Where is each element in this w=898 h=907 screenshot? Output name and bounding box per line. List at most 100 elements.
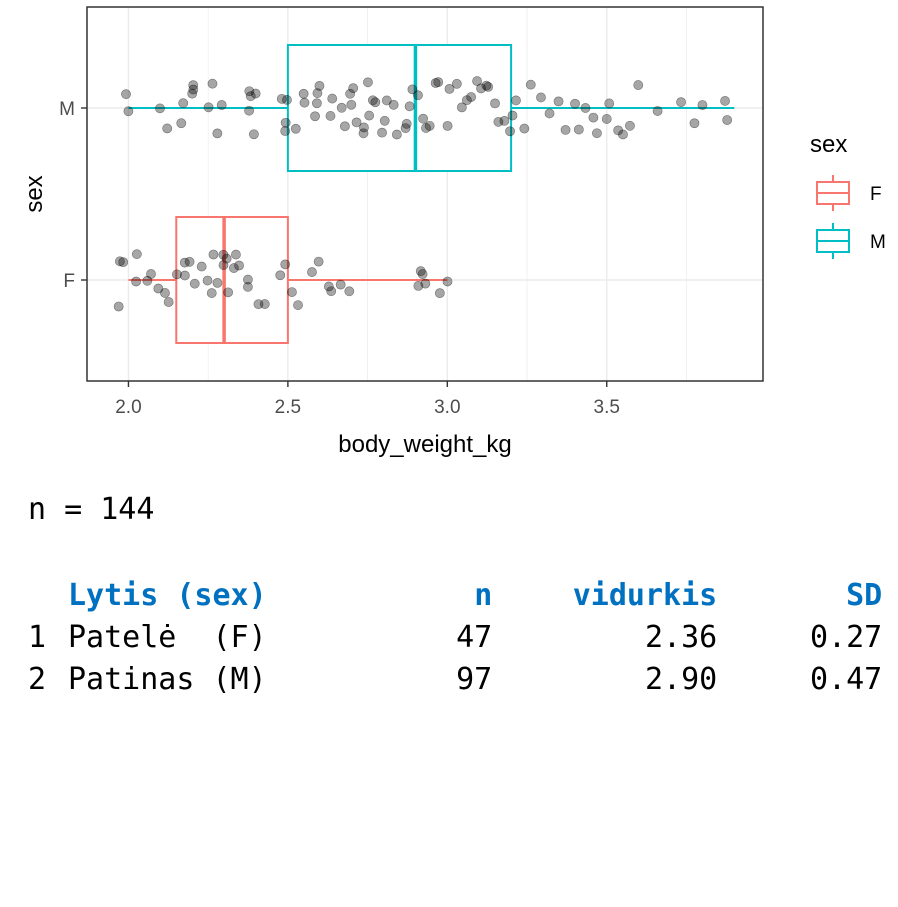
boxes-layer [128,44,735,344]
box-iqr [286,44,513,172]
data-point-f [287,287,297,297]
data-point-f [234,260,244,271]
data-point-m [476,83,486,94]
data-point-m [519,123,530,134]
data-point-m [407,84,418,95]
data-point-f [206,288,217,298]
data-point-m [525,79,536,90]
data-point-m [311,98,322,109]
data-point-m [613,125,624,136]
table-row: 1 Patelė (F) 47 2.36 0.27 [28,620,882,662]
data-point-m [592,128,602,139]
data-point-f [442,276,453,287]
data-point-m [570,98,580,109]
data-point-m [280,126,291,136]
data-point-m [216,100,227,110]
summary-table: Lytis (sex) n vidurkis SD 1 Patelė (F) 4… [28,578,882,704]
data-point-m [536,92,546,103]
data-point-f [223,287,234,298]
data-point-m [466,92,477,102]
data-point-f [212,277,223,288]
data-point-m [364,110,375,121]
data-point-m [244,105,255,116]
data-point-m [176,118,187,129]
data-point-m [327,93,338,104]
data-point-f [179,257,190,268]
data-point-m [178,98,189,109]
data-point-f [259,299,270,309]
data-point-f [335,279,346,290]
data-point-f [196,261,207,272]
data-point-m [325,111,336,121]
data-point-m [505,126,515,137]
data-point-m [553,96,564,107]
data-point-m [379,115,390,126]
data-point-f [142,275,153,286]
row-index: 1 [28,620,47,655]
data-point-m [312,88,323,98]
data-point-m [493,116,504,127]
data-point-f [218,249,229,260]
data-point-f [172,269,182,280]
data-point-m [633,80,644,90]
data-point-m [418,113,429,124]
data-point-m [490,98,500,109]
y-axis-title: sex [21,175,48,212]
data-point-m [314,80,325,91]
data-point-m [625,120,635,131]
data-point-m [248,129,259,140]
data-point-m [404,101,415,112]
data-point-m [250,88,261,99]
data-point-m [456,102,467,113]
row-sd: 0.47 [810,662,883,697]
box-f [128,216,448,344]
data-point-m [245,91,256,102]
table-header-row: Lytis (sex) n vidurkis SD [28,578,882,620]
data-point-m [381,95,392,106]
data-point-f [131,276,142,287]
data-point-f [326,286,337,297]
data-point-m [345,88,356,99]
data-point-m [391,129,402,140]
data-point-f [114,256,125,267]
data-point-m [722,115,733,125]
legend-label: M [870,232,886,253]
data-point-f [160,288,170,298]
data-point-f [113,301,124,312]
y-axis-ticks: MF [59,99,87,292]
data-point-m [351,117,362,128]
data-point-m [461,95,472,106]
box-iqr [175,216,289,344]
data-point-m [280,117,291,128]
data-point-m [676,97,686,108]
data-point-f [420,278,431,289]
data-point-m [720,96,730,106]
data-point-m [451,78,462,89]
data-point-f [231,249,241,260]
data-point-m [652,106,663,116]
data-point-m [203,102,214,113]
data-point-f [218,260,229,270]
data-point-m [359,122,369,133]
data-point-m [346,99,357,110]
data-point-m [367,95,378,106]
data-point-f [313,256,324,267]
data-point-f [307,267,317,277]
data-point-m [573,124,584,135]
x-tick-label: 3.0 [434,397,460,418]
data-point-m [363,77,373,88]
data-point-m [424,120,435,131]
data-point-f [253,299,264,310]
row-mean: 2.90 [645,662,718,697]
data-point-f [189,278,200,289]
legend-key-f: F [816,175,882,211]
header-mean: vidurkis [572,578,718,613]
data-point-m [121,89,131,100]
legend-key-m: M [816,223,886,259]
row-mean: 2.36 [645,620,718,655]
row-sd: 0.27 [810,620,883,655]
data-point-f [184,256,195,267]
data-point-m [604,98,615,109]
header-sex: Lytis (sex) [68,578,267,613]
data-point-f [118,257,129,268]
